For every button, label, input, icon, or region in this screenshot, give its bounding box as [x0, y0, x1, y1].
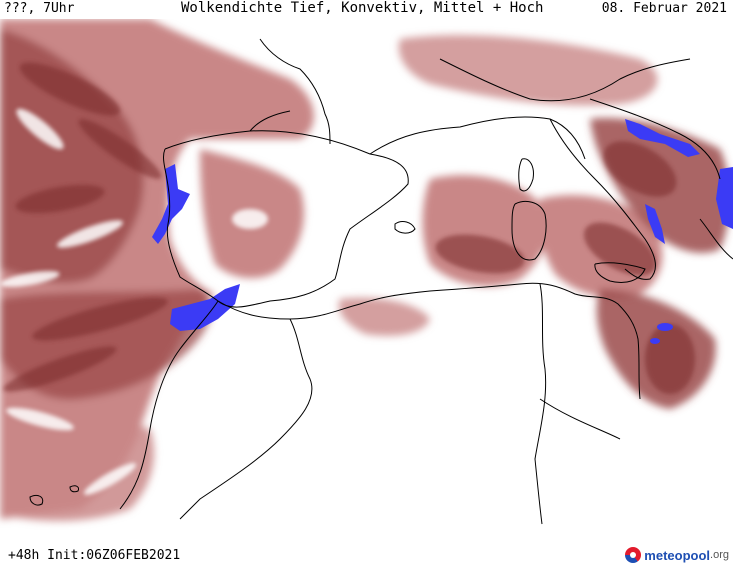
convective-area-libya-2	[650, 338, 660, 344]
model-run-info: +48h Init:06Z06FEB2021	[8, 548, 181, 563]
border-central-europe	[439, 58, 691, 102]
convective-area-ionian	[716, 167, 733, 229]
coast-italy	[549, 118, 656, 280]
convective-cells	[152, 119, 733, 344]
cloud-field-north	[398, 35, 658, 106]
coast-corsica	[518, 158, 534, 192]
map-title: Wolkendichte Tief, Konvektiv, Mittel + H…	[181, 0, 544, 16]
coast-sicily	[594, 262, 646, 283]
coastlines	[29, 38, 733, 525]
cloud-density-map	[0, 19, 733, 525]
convective-area-gibraltar	[170, 284, 240, 331]
logo-circle-icon	[625, 547, 642, 563]
coast-sardinia	[511, 201, 547, 261]
cloud-field-morocco	[0, 399, 154, 521]
footer-bar: +48h Init:06Z06FEB2021 meteopool .org	[0, 532, 733, 566]
cloud-field-atlantic-dark	[0, 29, 144, 284]
coast-canaries	[29, 494, 44, 506]
coast-iberia	[163, 130, 409, 308]
coast-balearics	[394, 221, 416, 234]
convective-area-sicily	[645, 204, 665, 244]
meteopool-logo[interactable]: meteopool .org	[625, 544, 729, 566]
header-bar: ???, 7Uhr Wolkendichte Tief, Konvektiv, …	[0, 0, 733, 19]
coast-madeira	[69, 485, 79, 493]
coast-morocco-atlantic	[119, 300, 219, 510]
convective-area-portugal	[152, 164, 190, 244]
coast-greece	[699, 218, 733, 260]
border-northern-europe	[259, 38, 331, 145]
logo-extension: .org	[710, 549, 729, 561]
coast-france	[369, 116, 586, 160]
coast-bay-of-biscay	[249, 110, 291, 132]
convective-area-adriatic	[625, 119, 700, 157]
forecast-weekday-time: ???, 7Uhr	[4, 1, 75, 16]
coast-adriatic	[589, 98, 721, 180]
border-algeria-libya	[539, 398, 621, 440]
border-morocco-algeria	[179, 318, 313, 520]
convective-area-libya	[657, 323, 673, 331]
logo-text: meteopool	[644, 547, 711, 563]
border-algeria-tunisia	[534, 283, 547, 525]
forecast-date: 08. Februar 2021	[601, 1, 727, 16]
coast-north-africa	[217, 282, 641, 400]
cloud-gaps	[0, 108, 268, 495]
cloud-field-alboran	[338, 297, 430, 336]
cloud-streaks	[3, 62, 695, 394]
